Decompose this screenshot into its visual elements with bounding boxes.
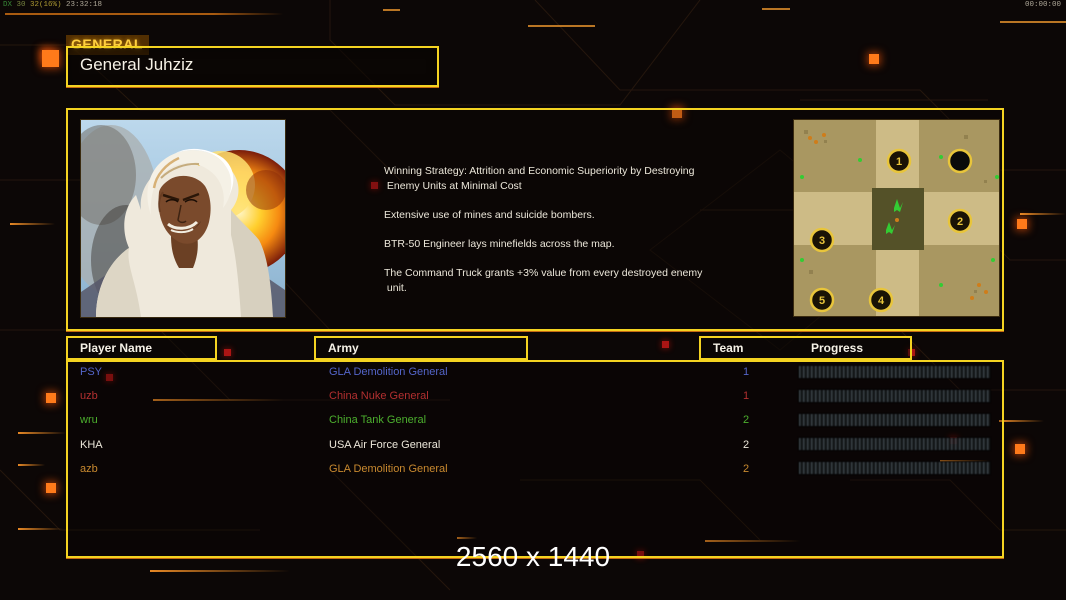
svg-text:3: 3 (819, 235, 825, 247)
svg-text:1: 1 (896, 156, 902, 168)
svg-text:2: 2 (957, 216, 963, 228)
svg-text:5: 5 (819, 295, 825, 307)
svg-text:4: 4 (878, 295, 885, 307)
